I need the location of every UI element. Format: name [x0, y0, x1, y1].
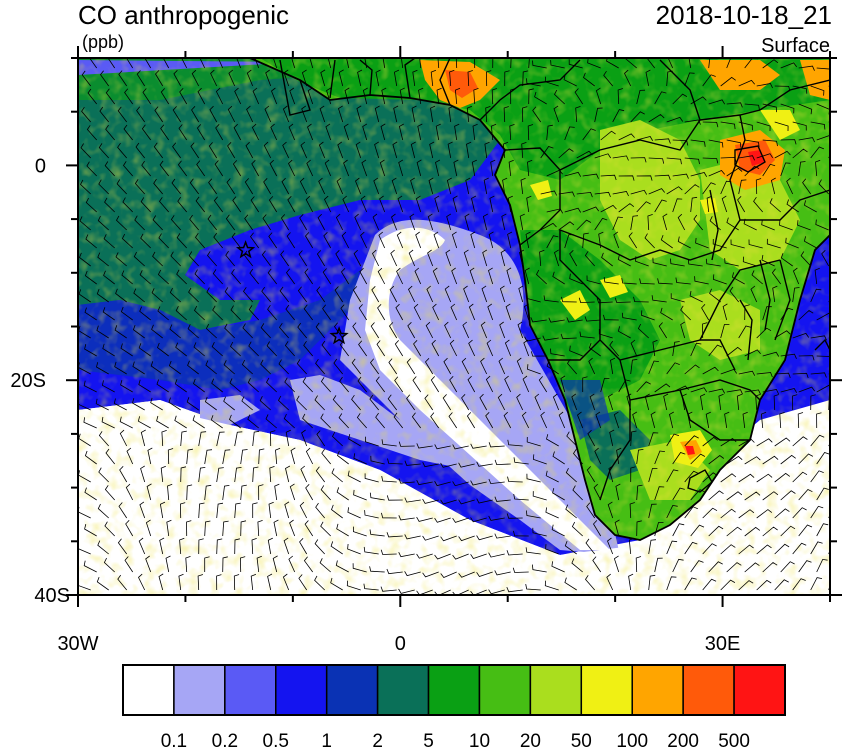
colorbar-level-label: 500: [718, 731, 750, 750]
concentration-shading: [78, 58, 830, 595]
colorbar-swatch: [427, 664, 481, 716]
colorbar-level-label: 0.1: [161, 731, 187, 750]
colorbar-swatch: [224, 664, 277, 716]
colorbar-swatch: [376, 664, 430, 716]
colorbar-swatch: [580, 664, 633, 716]
colorbar-level-label: 20: [520, 731, 541, 750]
plot-area: [78, 58, 830, 595]
colorbar-level-label: 200: [667, 731, 699, 750]
field-title: CO anthropogenic: [78, 0, 290, 30]
y-tick-label: 0: [35, 155, 46, 177]
colorbar-level-label: 100: [616, 731, 648, 750]
colorbar-swatch: [733, 664, 786, 716]
map-axes: 30W 0 30E 0 20S 40S: [10, 46, 842, 655]
colorbar-level-label: 0.2: [212, 731, 238, 750]
station-markers: [235, 240, 349, 345]
x-tick-label: 0: [395, 633, 406, 655]
station-star-marker: [329, 326, 349, 345]
colorbar-swatch: [478, 664, 532, 716]
datetime-label: 2018-10-18_21: [655, 0, 832, 30]
y-tick-label: 20S: [10, 370, 46, 392]
level-label: Surface: [761, 35, 830, 57]
colorbar-level-label: 0.5: [263, 731, 289, 750]
colorbar-level-label: 2: [372, 731, 383, 750]
y-tick-label: 40S: [34, 585, 70, 607]
colorbar-swatch: [173, 664, 226, 716]
colorbar-swatch: [682, 664, 735, 716]
colorbar-swatch: [122, 664, 175, 716]
colorbar-level-label: 5: [423, 731, 434, 750]
x-tick-label: 30W: [57, 633, 98, 655]
colorbar-swatch: [325, 664, 379, 716]
colorbar-swatch: [275, 664, 328, 716]
colorbar-level-label: 1: [321, 731, 332, 750]
colorbar-level-label: 10: [469, 731, 490, 750]
colorbar-swatch: [529, 664, 583, 716]
colorbar-frame: [122, 664, 786, 716]
colorbar-level-label: 50: [571, 731, 592, 750]
x-tick-label: 30E: [705, 633, 741, 655]
wind-barb-field: [78, 58, 830, 595]
colorbar-swatch: [631, 664, 684, 716]
station-star-marker: [235, 240, 256, 259]
colorbar: 0.1 0.2 0.5 1 2 5 10 20 50 100 200 500: [122, 664, 786, 750]
wind-barbs: [78, 58, 830, 595]
units-label: (ppb): [82, 32, 125, 52]
political-boundaries: [249, 58, 830, 541]
